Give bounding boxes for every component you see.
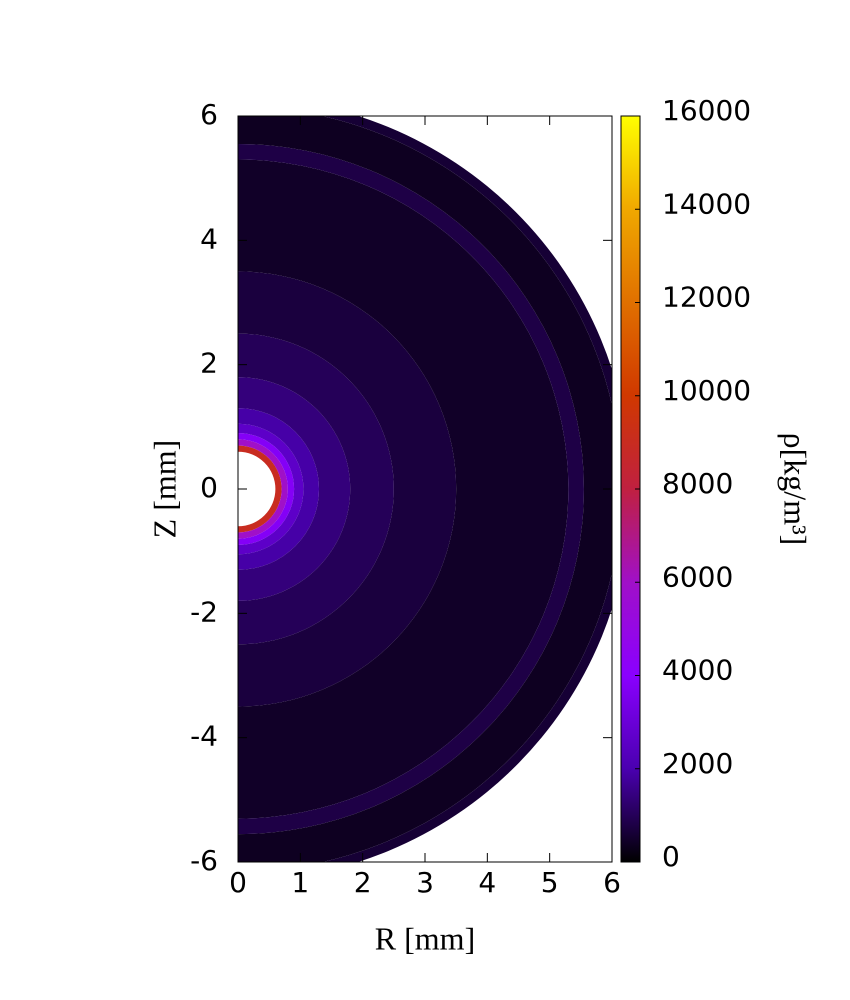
y-tick-label: -6	[190, 844, 218, 877]
y-tick-label: -4	[190, 720, 218, 753]
y-tick-label: 2	[200, 347, 218, 380]
density-ring	[238, 333, 394, 645]
y-tick-label: 0	[200, 471, 218, 504]
colorbar-tick-label: 12000	[662, 281, 751, 314]
x-tick-label: 1	[291, 866, 309, 899]
colorbar-tick-label: 16000	[662, 94, 751, 127]
colorbar-tick-label: 2000	[662, 747, 733, 780]
colorbar-tick-label: 0	[662, 840, 680, 873]
density-field	[238, 116, 612, 862]
x-tick-label: 3	[416, 866, 434, 899]
y-axis-label: Z [mm]	[146, 440, 182, 539]
density-ring	[238, 439, 288, 539]
colorbar-tick-label: 14000	[662, 187, 751, 220]
colorbar-label: ρ[kg/m³]	[778, 433, 814, 546]
x-tick-label: 2	[354, 866, 372, 899]
x-tick-label: 6	[603, 866, 621, 899]
colorbar-tick-label: 4000	[662, 654, 733, 687]
density-ring	[238, 407, 320, 571]
density-ring	[238, 159, 569, 819]
density-ring	[238, 271, 457, 707]
density-ring	[238, 445, 282, 533]
density-ring	[238, 377, 351, 601]
colorbar-tick-label: 10000	[662, 374, 751, 407]
colorbar-tick-label: 6000	[662, 560, 733, 593]
density-ring	[238, 423, 304, 555]
y-tick-label: -2	[190, 595, 218, 628]
x-axis-label: R [mm]	[375, 920, 475, 956]
x-tick-label: 4	[478, 866, 496, 899]
x-tick-label: 5	[541, 866, 559, 899]
density-ring	[238, 433, 295, 545]
x-tick-label: 0	[229, 866, 247, 899]
colorbar-tick-label: 8000	[662, 467, 733, 500]
y-tick-label: 4	[200, 222, 218, 255]
y-tick-label: 6	[200, 98, 218, 131]
